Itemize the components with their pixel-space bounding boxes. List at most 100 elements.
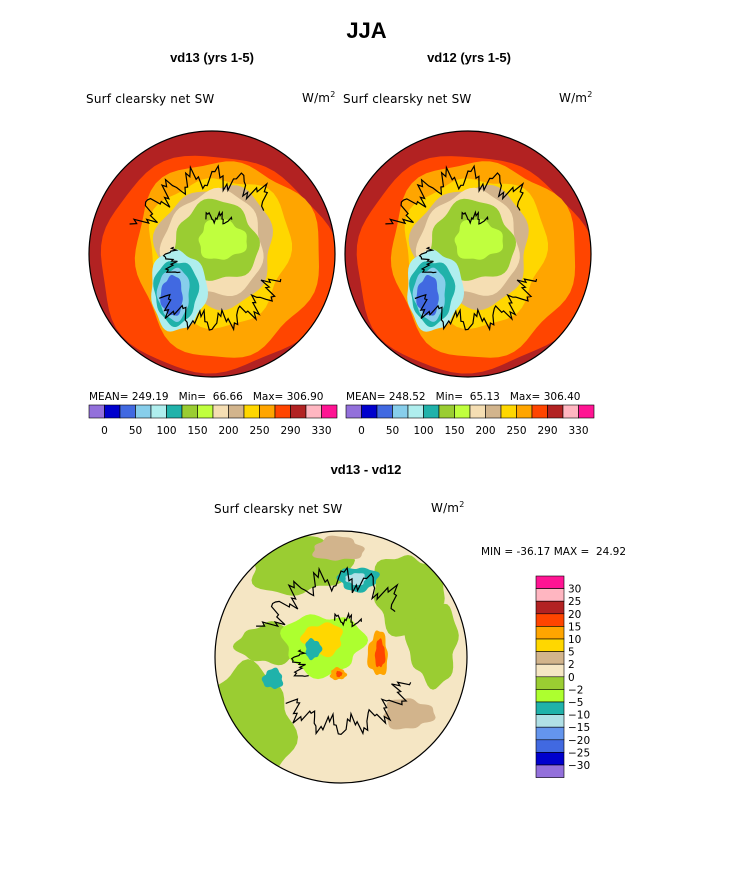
contour-band: [454, 219, 503, 260]
colorbar-swatch: [535, 613, 565, 627]
map-boundary: [214, 530, 468, 784]
colorbar-tick-label: 50: [386, 425, 399, 437]
colorbar-swatch: [485, 404, 502, 419]
colorbar-swatch: [535, 739, 565, 753]
coastline: [162, 246, 181, 274]
colorbar-tick-label: 0: [568, 672, 575, 684]
contour-band: [312, 535, 365, 561]
colorbar-tick-label: 2: [568, 659, 575, 671]
panel-2-stats: MEAN= 248.52 Min= 65.13 Max= 306.40: [346, 391, 581, 403]
colorbar-tick-label: 5: [568, 647, 575, 659]
colorbar-tick-label: −20: [568, 735, 590, 747]
colorbar-tick-label: 10: [568, 634, 581, 646]
colorbar-swatch: [345, 404, 362, 419]
colorbar-tick-label: 15: [568, 621, 581, 633]
colorbar-swatch: [438, 404, 455, 419]
colorbar-tick-label: 20: [568, 609, 581, 621]
colorbar-swatch: [361, 404, 378, 419]
colorbar-swatch: [321, 404, 338, 419]
colorbar-swatch: [88, 404, 105, 419]
diff-min: -36.17: [516, 546, 551, 558]
coastline: [418, 246, 437, 274]
colorbar-tick-label: 100: [413, 425, 433, 437]
colorbar-swatch: [392, 404, 409, 419]
coastline: [461, 210, 489, 225]
colorbar-swatch: [181, 404, 198, 419]
colorbar-tick-label: 50: [129, 425, 142, 437]
panel-2-min: 65.13: [469, 391, 500, 403]
colorbar-swatch: [407, 404, 424, 419]
colorbar-swatch: [535, 676, 565, 690]
colorbar-swatch: [531, 404, 548, 419]
contour-band: [416, 275, 439, 316]
panel-2-unit: W/m2: [559, 90, 593, 105]
colorbar-swatch: [535, 575, 565, 589]
map-vd13: [88, 130, 336, 378]
coastline: [290, 649, 309, 677]
colorbar-swatch: [274, 404, 291, 419]
colorbar-swatch: [469, 404, 486, 419]
diff-max: 24.92: [595, 546, 627, 558]
contour-band: [261, 667, 284, 690]
panel-1-variable: Surf clearsky net SW: [86, 92, 215, 106]
colorbar-swatch: [135, 404, 152, 419]
colorbar-swatch: [376, 404, 393, 419]
contour-band: [160, 274, 183, 316]
panel-1-stats: MEAN= 249.19 Min= 66.66 Max= 306.90: [89, 391, 324, 403]
colorbar-swatch: [535, 663, 565, 678]
colorbar-tick-label: 150: [444, 425, 464, 437]
colorbar-tick-label: −25: [568, 747, 590, 759]
colorbar-tick-label: 250: [506, 425, 526, 437]
contour-band: [198, 219, 247, 260]
coastline: [129, 164, 269, 225]
colorbar-swatch: [562, 404, 579, 419]
colorbar-tick-label: −10: [568, 710, 590, 722]
colorbar-tick-label: 200: [475, 425, 495, 437]
contour-band: [305, 638, 323, 661]
colorbar-vd12: 0 50 100 150 200 250 290 330: [345, 404, 595, 437]
colorbar-tick-label: 150: [187, 425, 207, 437]
map-boundary: [344, 130, 592, 378]
colorbar-swatch: [212, 404, 229, 419]
contour-band: [374, 638, 386, 668]
coastline: [205, 210, 233, 225]
diff-title: vd13 - vd12: [330, 462, 402, 477]
colorbar-swatch: [197, 404, 214, 419]
colorbar-swatch: [228, 404, 245, 419]
colorbar-swatch: [535, 752, 565, 766]
colorbar-swatch: [243, 404, 260, 419]
colorbar-swatch: [290, 404, 307, 419]
colorbar-tick-label: 330: [311, 425, 331, 437]
colorbar-tick-label: 100: [156, 425, 176, 437]
panel-1-title: vd13 (yrs 1-5): [170, 50, 254, 65]
colorbar-swatch: [547, 404, 564, 419]
colorbar-tick-label: 30: [568, 584, 581, 596]
map-difference: [214, 530, 468, 784]
map-boundary: [88, 130, 336, 378]
panel-1-max: 306.90: [286, 391, 324, 403]
colorbar-swatch: [423, 404, 440, 419]
colorbar-tick-label: 0: [358, 425, 365, 437]
colorbar-tick-label: −2: [568, 684, 583, 696]
colorbar-tick-label: 25: [568, 596, 581, 608]
diff-stats: MIN = -36.17 MAX = 24.92: [481, 546, 627, 558]
panel-2-variable: Surf clearsky net SW: [343, 92, 472, 106]
colorbar-swatch: [150, 404, 167, 419]
diff-variable: Surf clearsky net SW: [214, 502, 343, 516]
colorbar-swatch: [104, 404, 121, 419]
contour-band: [404, 603, 459, 690]
contour-band: [345, 573, 366, 586]
panel-2-title: vd12 (yrs 1-5): [427, 50, 511, 65]
coastline: [385, 164, 525, 225]
diff-unit: W/m2: [431, 500, 465, 515]
colorbar-swatch: [535, 714, 565, 728]
colorbar-tick-label: 330: [568, 425, 588, 437]
coastline: [334, 611, 362, 628]
coastline: [414, 278, 538, 332]
colorbar-tick-label: 0: [101, 425, 108, 437]
colorbar-tick-label: −15: [568, 722, 590, 734]
contour-band: [336, 670, 343, 678]
colorbar-swatch: [535, 626, 565, 640]
coastline: [285, 681, 412, 736]
colorbar-swatch: [535, 689, 565, 703]
